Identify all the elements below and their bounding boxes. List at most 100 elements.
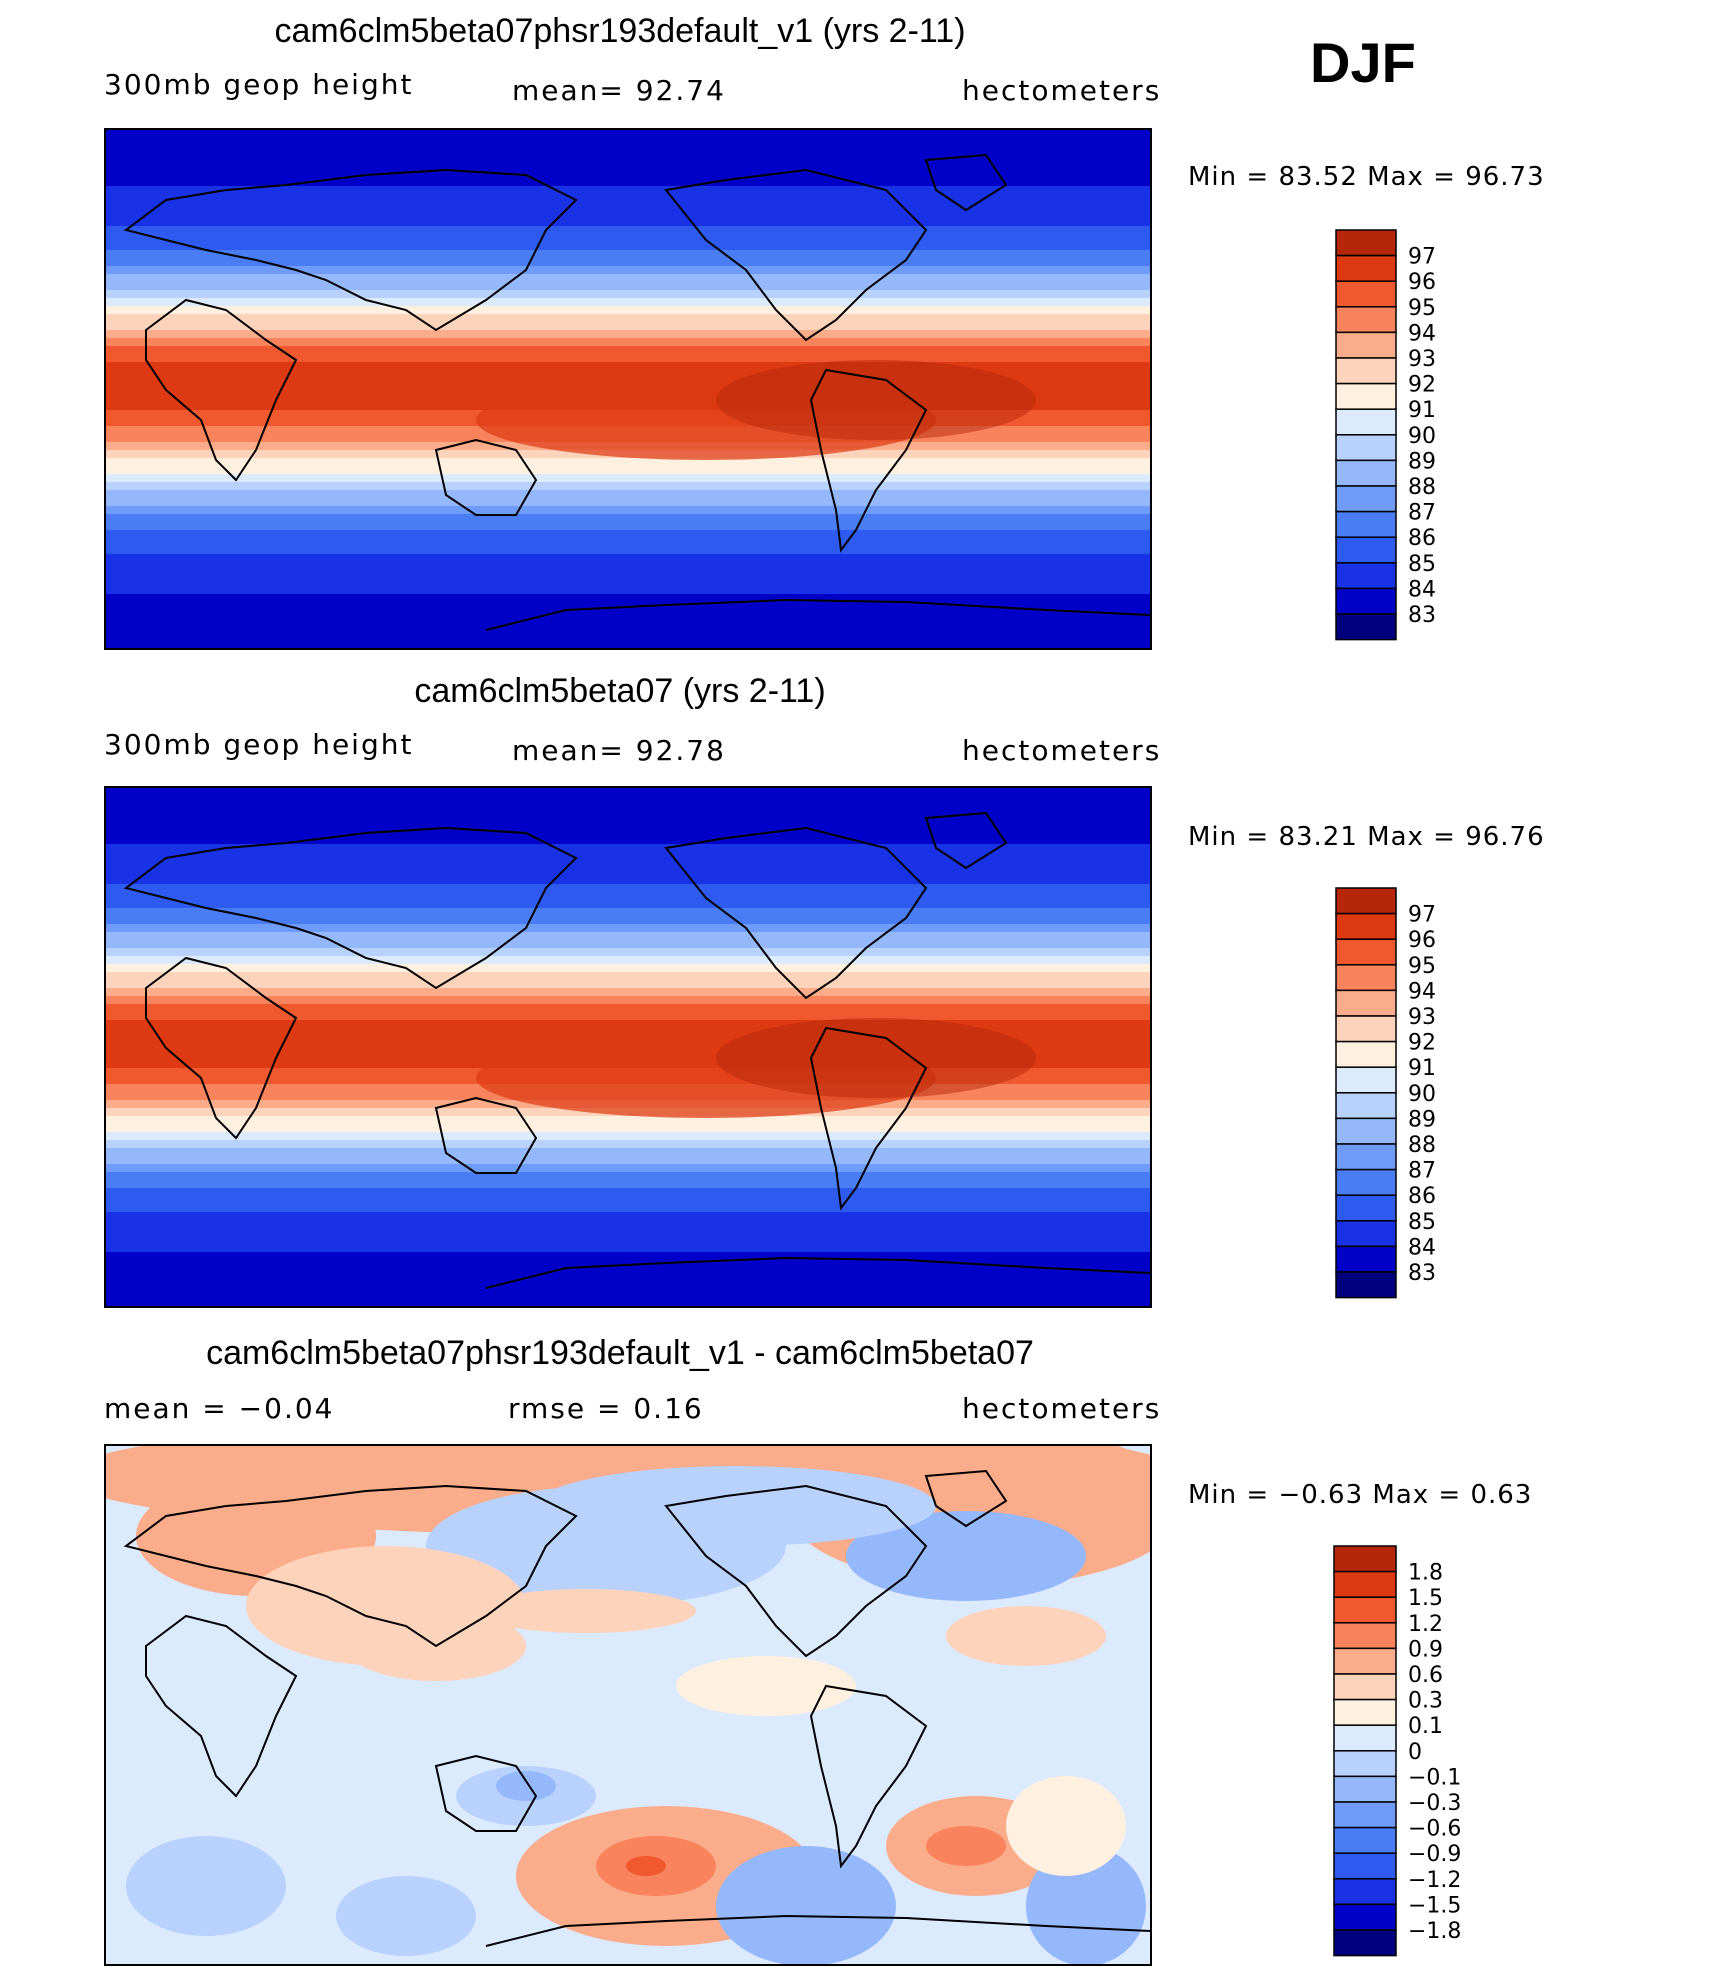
coastline [434, 438, 538, 516]
colorbar-box [1335, 280, 1397, 308]
contour-band [106, 162, 1150, 171]
contour-band [106, 796, 1150, 805]
panel-1-contour-field [106, 130, 1150, 648]
contour-band [106, 948, 1150, 957]
contour-band [106, 306, 1150, 315]
colorbar-label: 90 [1408, 1082, 1436, 1107]
contour-band [106, 1180, 1150, 1189]
contour-band [106, 346, 1150, 355]
contour-band [106, 1156, 1150, 1165]
colorbar-box [1333, 1596, 1397, 1624]
contour-band [106, 1228, 1150, 1237]
contour-band [106, 130, 1150, 139]
colorbar-box [1335, 1015, 1397, 1043]
contour-band [106, 322, 1150, 331]
contour-band [106, 178, 1150, 187]
contour-band [106, 924, 1150, 933]
colorbar-label: 97 [1408, 245, 1436, 270]
colorbar-label: 1.2 [1408, 1612, 1443, 1637]
contour-band [106, 146, 1150, 155]
panel-3-colorbar: 1.81.51.20.90.60.30.10−0.1−0.3−0.6−0.9−1… [1333, 1545, 1461, 1957]
colorbar-label: −0.3 [1408, 1791, 1461, 1816]
colorbar-box [1335, 485, 1397, 513]
contour-band [106, 1284, 1150, 1293]
panel-2-units-label: hectometers [962, 734, 1162, 767]
contour-band [106, 1140, 1150, 1149]
colorbar-box [1335, 510, 1397, 538]
contour-band [106, 1012, 1150, 1021]
coastline [924, 153, 1008, 212]
colorbar-label: 0.6 [1408, 1663, 1443, 1688]
contour-blob [926, 1826, 1006, 1866]
contour-blob [476, 1589, 696, 1633]
contour-band [106, 1028, 1150, 1037]
colorbar-box [1335, 459, 1397, 487]
colorbar-label: 1.5 [1408, 1586, 1443, 1611]
coastlines [123, 811, 1150, 1289]
contour-band [106, 362, 1150, 371]
contour-band [106, 458, 1150, 467]
contour-band [106, 932, 1150, 941]
contour-band [106, 562, 1150, 571]
colorbar-box [1333, 1775, 1397, 1803]
colorbar-label: −1.8 [1408, 1919, 1461, 1944]
panel-3-rmse-label: rmse = 0.16 [508, 1392, 704, 1425]
contour-band [106, 578, 1150, 587]
panel-2-minmax: Min = 83.21 Max = 96.76 [1188, 822, 1545, 852]
colorbar-box [1335, 587, 1397, 615]
contour-band [106, 804, 1150, 813]
contour-band [106, 250, 1150, 259]
coastline [434, 1096, 538, 1174]
contour-blob [676, 1656, 856, 1716]
coastline [123, 826, 578, 990]
contour-band [106, 522, 1150, 531]
colorbar-label: 95 [1408, 954, 1436, 979]
contour-band [106, 1244, 1150, 1253]
contour-band [106, 1132, 1150, 1141]
colorbar-label: 89 [1408, 449, 1436, 474]
colorbar-label: 0 [1408, 1740, 1422, 1765]
contour-band [106, 876, 1150, 885]
colorbar-label: 93 [1408, 347, 1436, 372]
coastline [809, 1026, 928, 1211]
colorbar-label: 97 [1408, 903, 1436, 928]
contour-band [106, 282, 1150, 291]
colorbar-label: −0.6 [1408, 1817, 1461, 1842]
contour-band [106, 314, 1150, 323]
contour-band [106, 514, 1150, 523]
contour-blob [626, 1856, 666, 1876]
colorbar-label: 88 [1408, 1133, 1436, 1158]
coastline [123, 168, 578, 332]
contour-band [106, 618, 1150, 627]
colorbar-box [1333, 1852, 1397, 1880]
contour-band [106, 900, 1150, 909]
coastline [485, 1256, 1150, 1289]
panel-1-title: cam6clm5beta07phsr193default_v1 (yrs 2-1… [274, 12, 966, 50]
colorbar-label: 86 [1408, 526, 1436, 551]
panel-2-title: cam6clm5beta07 (yrs 2-11) [414, 672, 826, 710]
colorbar-label: 96 [1408, 270, 1436, 295]
contour-band [106, 642, 1150, 648]
colorbar-label: 86 [1408, 1184, 1436, 1209]
contour-band [106, 884, 1150, 893]
contour-band [106, 234, 1150, 243]
panel-1-map [104, 128, 1152, 650]
contour-band [106, 1204, 1150, 1213]
colorbar-box [1333, 1724, 1397, 1752]
contour-band [106, 1172, 1150, 1181]
colorbar-label: 85 [1408, 552, 1436, 577]
colorbar-label: 91 [1408, 1056, 1436, 1081]
contour-band [106, 892, 1150, 901]
colorbar-box [1335, 964, 1397, 992]
contour-band [106, 210, 1150, 219]
contour-band [106, 908, 1150, 917]
contour-blob [496, 1771, 556, 1801]
colorbar-box [1335, 562, 1397, 590]
panel-3-title: cam6clm5beta07phsr193default_v1 - cam6cl… [206, 1334, 1034, 1372]
colorbar-label: 89 [1408, 1107, 1436, 1132]
colorbar-label: 87 [1408, 501, 1436, 526]
contour-band [106, 466, 1150, 475]
contour-blob [846, 1511, 1086, 1601]
